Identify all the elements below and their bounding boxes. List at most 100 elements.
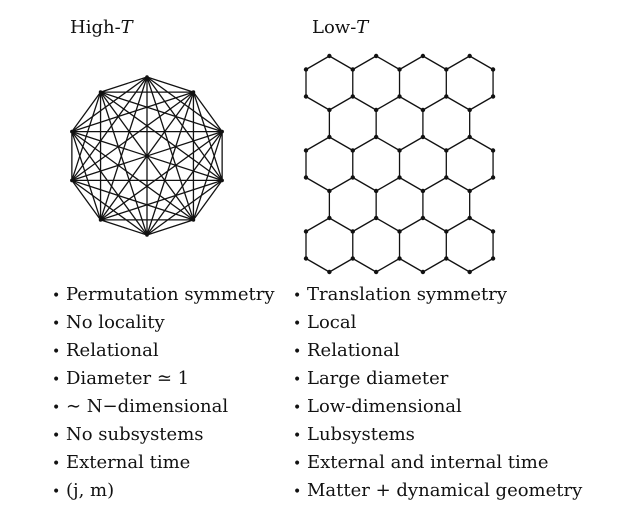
lattice-edge xyxy=(445,136,471,152)
lattice-edge xyxy=(352,176,377,192)
bullet-icon: • xyxy=(293,344,302,360)
property-text: (j, m) xyxy=(66,480,115,501)
bullet-icon: • xyxy=(293,316,302,332)
lattice-vertex xyxy=(327,188,332,194)
bullet-icon: • xyxy=(293,484,302,500)
complete-graph-edge xyxy=(146,219,194,236)
high-t-property: • Permutation symmetry xyxy=(52,281,275,309)
lattice-edge xyxy=(305,176,330,192)
lattice-edge xyxy=(375,95,400,111)
high-t-title-prefix: High- xyxy=(70,17,121,38)
low-t-property: • Matter + dynamical geometry xyxy=(293,477,582,505)
lattice-vertex xyxy=(350,148,355,153)
lattice-vertex xyxy=(444,148,449,153)
high-t-property: • Diameter ≃ 1 xyxy=(52,365,275,393)
lattice-vertex xyxy=(397,148,402,153)
lattice-vertex xyxy=(467,107,472,113)
lattice-vertex xyxy=(420,188,426,194)
lattice-vertex xyxy=(373,269,379,275)
property-text: Large diameter xyxy=(307,368,449,389)
lattice-vertex xyxy=(490,148,496,153)
lattice-edge xyxy=(375,176,400,192)
lattice-edge xyxy=(305,257,330,273)
lattice-edge xyxy=(329,257,354,273)
complete-graph-edge xyxy=(71,131,194,221)
lattice-vertex xyxy=(444,229,449,234)
lattice-vertex xyxy=(490,175,496,180)
lattice-vertex xyxy=(490,94,496,99)
complete-graph-edge xyxy=(71,91,102,132)
property-text: Lubsystems xyxy=(307,424,415,445)
low-t-property: • Translation symmetry xyxy=(293,281,582,309)
lattice-vertex xyxy=(420,107,426,113)
lattice-vertex xyxy=(327,107,332,113)
property-text: Relational xyxy=(307,340,400,361)
low-t-property: • Large diameter xyxy=(293,365,582,393)
complete-graph-edge xyxy=(71,179,194,221)
lattice-edge xyxy=(375,136,400,152)
low-t-property: • Low-dimensional xyxy=(293,393,582,421)
property-text: Relational xyxy=(66,340,159,361)
complete-graph-edge xyxy=(192,180,223,221)
bullet-icon: • xyxy=(293,372,302,388)
property-text: Matter + dynamical geometry xyxy=(307,480,583,501)
lattice-edge xyxy=(422,176,447,192)
lattice-vertex xyxy=(420,269,426,275)
complete-graph-edge xyxy=(71,131,102,221)
lattice-vertex xyxy=(373,107,379,113)
bullet-icon: • xyxy=(52,484,61,500)
lattice-edge xyxy=(445,257,471,273)
lattice-edge xyxy=(352,217,377,233)
lattice-edge xyxy=(469,95,494,111)
complete-graph-vertex xyxy=(145,233,149,237)
lattice-edge xyxy=(399,176,424,192)
lattice-edge xyxy=(445,176,471,192)
lattice-edge xyxy=(422,136,447,152)
bullet-icon: • xyxy=(52,400,61,416)
high-t-property-list: • Permutation symmetry • No locality • Rela… xyxy=(52,281,275,505)
lattice-vertex xyxy=(373,134,379,140)
low-t-title: Low-T xyxy=(312,19,368,37)
property-text: Translation symmetry xyxy=(307,284,508,305)
lattice-vertex xyxy=(350,256,355,261)
lattice-vertex xyxy=(420,215,426,221)
lattice-edge xyxy=(305,55,330,71)
high-t-title: High-T xyxy=(70,19,133,37)
low-t-property: • Lubsystems xyxy=(293,421,582,449)
lattice-edge xyxy=(305,95,330,111)
complete-graph-edge xyxy=(100,91,194,221)
complete-graph-edge xyxy=(146,76,194,93)
complete-graph-vertex xyxy=(98,90,103,94)
complete-graph-vertex xyxy=(70,178,74,183)
low-t-property: • External and internal time xyxy=(293,449,582,477)
lattice-edge xyxy=(305,136,330,152)
high-t-property: • ∼ N−dimensional xyxy=(52,393,275,421)
complete-graph-edge xyxy=(71,91,194,133)
lattice-edge xyxy=(422,55,447,71)
lattice-edge xyxy=(329,55,354,71)
complete-graph-edge xyxy=(71,180,102,221)
lattice-vertex xyxy=(467,215,472,221)
lattice-vertex xyxy=(350,67,355,72)
lattice-vertex xyxy=(397,94,402,99)
low-t-property: • Relational xyxy=(293,337,582,365)
complete-graph-vertex xyxy=(70,129,74,134)
lattice-edge xyxy=(352,257,377,273)
bullet-icon: • xyxy=(52,316,61,332)
lattice-vertex xyxy=(420,134,426,140)
lattice-edge xyxy=(445,95,471,111)
low-t-property: • Local xyxy=(293,309,582,337)
lattice-vertex xyxy=(444,67,449,72)
low-t-title-variable: T xyxy=(356,17,369,38)
lattice-edge xyxy=(375,217,400,233)
lattice-vertex xyxy=(444,175,449,180)
lattice-vertex xyxy=(490,67,496,72)
lattice-vertex xyxy=(303,175,309,180)
lattice-vertex xyxy=(420,53,426,59)
property-text: External time xyxy=(66,452,191,473)
complete-graph-vertex xyxy=(220,129,224,134)
lattice-edge xyxy=(399,95,424,111)
bullet-icon: • xyxy=(52,428,61,444)
lattice-edge xyxy=(469,55,494,71)
lattice-vertex xyxy=(350,94,355,99)
